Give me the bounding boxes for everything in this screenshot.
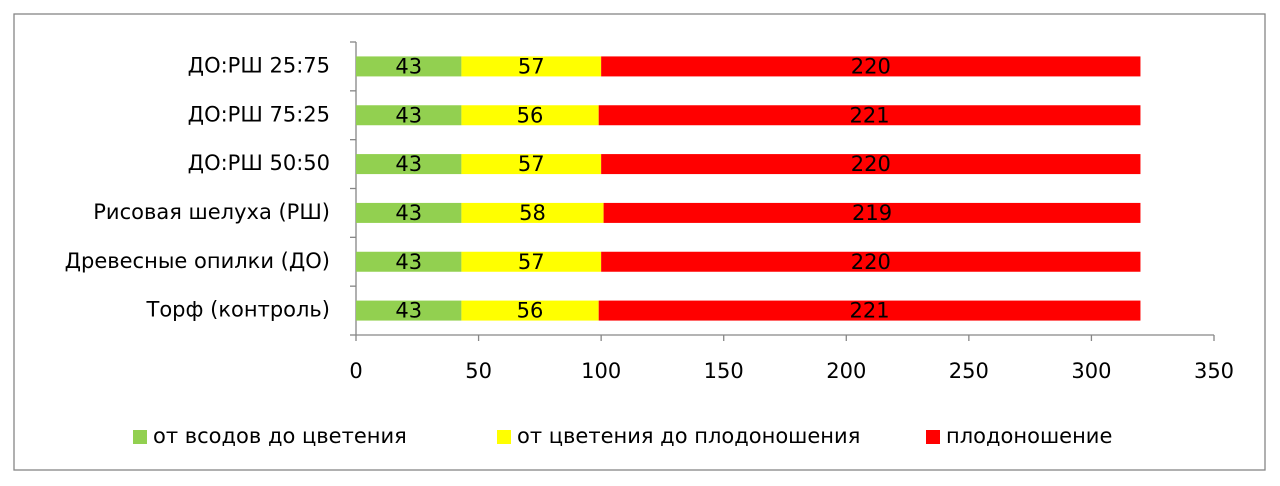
data-label: 43 <box>395 54 422 78</box>
bar-segment <box>461 251 602 272</box>
bar-segment <box>601 154 1141 175</box>
bar-segment <box>356 300 462 321</box>
data-label: 43 <box>395 250 422 274</box>
legend-swatch <box>926 430 940 444</box>
x-tick-label: 0 <box>349 359 362 383</box>
bar-segment <box>461 154 602 175</box>
y-tick-label: ДО:РШ 50:50 <box>188 151 330 175</box>
legend-swatch <box>497 430 511 444</box>
data-label: 56 <box>517 103 544 127</box>
bar-segment <box>461 105 599 126</box>
y-tick-label: Торф (контроль) <box>146 298 331 322</box>
bar-segment <box>603 202 1141 223</box>
legend-label: от цветения до плодоношения <box>517 424 860 448</box>
x-tick-label: 350 <box>1194 359 1234 383</box>
y-tick-label: Древесные опилки (ДО) <box>65 249 330 273</box>
bar-segment <box>356 56 462 77</box>
bar-segment <box>356 202 462 223</box>
bar-segment <box>356 105 462 126</box>
bar-segment <box>598 300 1141 321</box>
data-label: 221 <box>850 299 890 323</box>
data-label: 57 <box>518 54 545 78</box>
legend-swatch <box>133 430 147 444</box>
data-label: 56 <box>517 299 544 323</box>
y-tick-label: ДО:РШ 25:75 <box>188 53 330 77</box>
data-label: 43 <box>395 103 422 127</box>
data-label: 220 <box>851 152 891 176</box>
data-label: 220 <box>851 54 891 78</box>
bar-segment <box>601 251 1141 272</box>
data-label: 219 <box>852 201 892 225</box>
bar-segment <box>461 56 602 77</box>
bar-segment <box>461 202 604 223</box>
data-label: 57 <box>518 152 545 176</box>
x-tick-label: 200 <box>826 359 866 383</box>
data-label: 220 <box>851 250 891 274</box>
y-tick-label: ДО:РШ 75:25 <box>188 102 330 126</box>
bar-segment <box>356 251 462 272</box>
x-tick-label: 100 <box>581 359 621 383</box>
legend-label: плодоношение <box>946 424 1112 448</box>
data-label: 43 <box>395 152 422 176</box>
data-label: 43 <box>395 299 422 323</box>
x-tick-label: 250 <box>949 359 989 383</box>
x-tick-label: 300 <box>1071 359 1111 383</box>
data-label: 58 <box>519 201 546 225</box>
data-label: 221 <box>850 103 890 127</box>
x-tick-label: 150 <box>704 359 744 383</box>
y-tick-label: Рисовая шелуха (РШ) <box>93 200 330 224</box>
data-label: 57 <box>518 250 545 274</box>
chart-frame <box>13 13 1266 471</box>
bar-segment <box>356 154 462 175</box>
data-label: 43 <box>395 201 422 225</box>
x-tick-label: 50 <box>465 359 492 383</box>
bar-segment <box>601 56 1141 77</box>
bar-segment <box>461 300 599 321</box>
legend-label: от всодов до цветения <box>153 424 407 448</box>
bar-segment <box>598 105 1141 126</box>
